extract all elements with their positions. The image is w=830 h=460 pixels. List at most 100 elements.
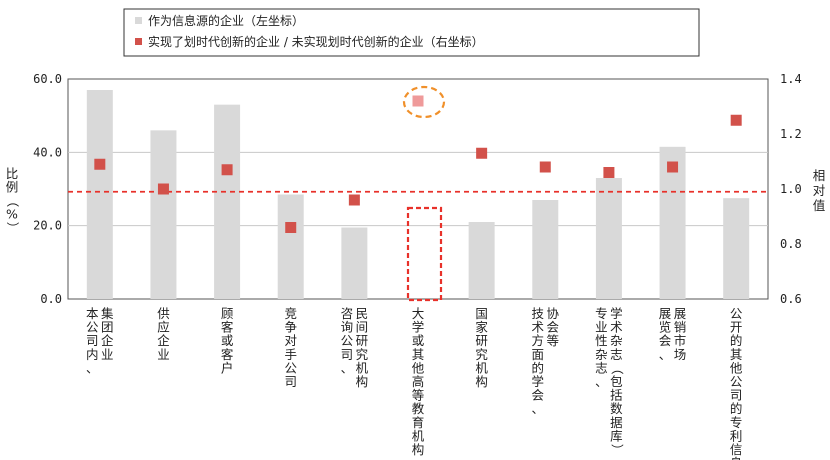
- category-label-char: 供: [157, 306, 170, 321]
- category-label-char: 包: [610, 374, 623, 389]
- category-label-char: 司: [284, 374, 297, 389]
- category-label-char: 司: [341, 347, 354, 362]
- data-point: [539, 161, 551, 173]
- category-label-char: 竞: [284, 306, 297, 321]
- legend-bar-swatch: [135, 17, 142, 24]
- category-label-char: 企: [101, 333, 114, 348]
- data-point: [157, 183, 169, 195]
- right-axis-ticks: 0.6 0.8 1.0 1.2 1.4: [780, 72, 802, 306]
- legend-bar-label: 作为信息源的企业（左坐标）: [148, 13, 304, 28]
- category-label-char: 开: [730, 320, 743, 335]
- category-label-char: 或: [412, 333, 425, 348]
- category-label-char: 大: [412, 306, 425, 321]
- category-label-char: 公: [730, 374, 743, 389]
- category-label-char: 展: [674, 306, 687, 321]
- bar: [468, 222, 495, 299]
- category-label-char: 国: [475, 306, 488, 321]
- category-label-char: 对: [284, 333, 297, 348]
- left-axis-title-text-char: （: [5, 195, 20, 208]
- category-label-char: 民: [356, 306, 369, 321]
- category-label-char: 构: [356, 374, 369, 389]
- category-label-char: 询: [341, 320, 354, 335]
- category-label-char: 的: [730, 333, 743, 348]
- category-label-char: 客: [221, 347, 234, 362]
- bar: [277, 194, 304, 299]
- data-point: [221, 164, 233, 176]
- category-label-char: 本: [86, 306, 99, 321]
- category-label-char: 学: [610, 306, 623, 321]
- left-axis-title: 比例（%）: [5, 166, 20, 234]
- category-label-char: ）: [609, 444, 624, 457]
- category-label-char: 、: [86, 360, 99, 375]
- right-axis-title-text: 相对值: [813, 168, 826, 213]
- category-label-char: 教: [412, 401, 425, 416]
- category-label-char: 、: [532, 401, 545, 416]
- category-label-char: 场: [674, 347, 687, 362]
- bar: [723, 198, 750, 299]
- category-label-char: 究: [356, 347, 369, 362]
- category-label-char: 间: [356, 320, 369, 335]
- right-tick-label: 0.8: [780, 237, 802, 251]
- category-label-char: 公: [730, 306, 743, 321]
- category-label-char: 销: [674, 320, 687, 335]
- category-label-char: 览: [659, 320, 672, 335]
- data-point: [412, 95, 424, 107]
- category-label-char: 高: [412, 374, 425, 389]
- left-axis-title-text-char: %: [6, 207, 18, 222]
- category-label-char: 学: [412, 320, 425, 335]
- category-label-char: 机: [475, 360, 488, 375]
- category-label-char: 会: [659, 333, 672, 348]
- right-axis-title-text-char: 对: [813, 183, 826, 198]
- data-point: [94, 158, 106, 170]
- category-labels: 本公司内、集团企业供应企业顾客或客户竞争对手公司咨询公司、民间研究机构大学或其他…: [86, 306, 743, 460]
- legend-box: [123, 8, 700, 57]
- legend-point-label: 实现了划时代创新的企业 / 未实现划时代创新的企业（右坐标）: [148, 34, 484, 49]
- right-tick-label: 1.0: [780, 182, 802, 196]
- category-label-char: 志: [610, 347, 623, 362]
- category-label-char: 业: [157, 347, 170, 362]
- category-label-char: 会: [547, 320, 560, 335]
- category-label-char: 的: [532, 360, 545, 375]
- category-label-char: 育: [412, 415, 425, 430]
- bar: [86, 90, 113, 299]
- category-label-char: 术: [532, 320, 545, 335]
- data-point: [730, 114, 742, 126]
- category-label-char: 库: [610, 428, 623, 443]
- category-label-char: 志: [595, 360, 608, 375]
- category-label-char: 信: [730, 442, 743, 457]
- category-label-char: 等: [547, 333, 560, 348]
- bar: [595, 178, 622, 299]
- category-label-char: 杂: [595, 347, 608, 362]
- left-tick-label: 60.0: [33, 72, 62, 86]
- category-label-char: 方: [532, 333, 545, 348]
- category-label-char: 术: [610, 320, 623, 335]
- left-tick-label: 0.0: [40, 292, 62, 306]
- left-axis-title-text-char: 比: [6, 166, 19, 181]
- category-label-char: 手: [284, 347, 297, 362]
- category-label-char: 会: [532, 388, 545, 403]
- category-label-char: 其: [730, 347, 743, 362]
- category-label-char: 内: [86, 347, 99, 362]
- category-label-char: 客: [221, 320, 234, 335]
- bar: [532, 200, 559, 299]
- highlight-dashed-box: [406, 206, 443, 302]
- category-label-char: 其: [412, 347, 425, 362]
- left-tick-label: 40.0: [33, 145, 62, 159]
- left-tick-label: 20.0: [33, 219, 62, 233]
- category-label-char: 构: [412, 442, 425, 457]
- left-axis-title-text-char: 例: [6, 180, 19, 195]
- right-axis-title-text-char: 相: [813, 168, 826, 183]
- highlight-dashed-circle: [402, 85, 446, 119]
- category-label-char: 究: [475, 347, 488, 362]
- category-label-char: 数: [610, 401, 623, 416]
- category-label-char: 研: [356, 333, 369, 348]
- category-label-char: 他: [412, 360, 425, 375]
- category-label-char: 司: [730, 388, 743, 403]
